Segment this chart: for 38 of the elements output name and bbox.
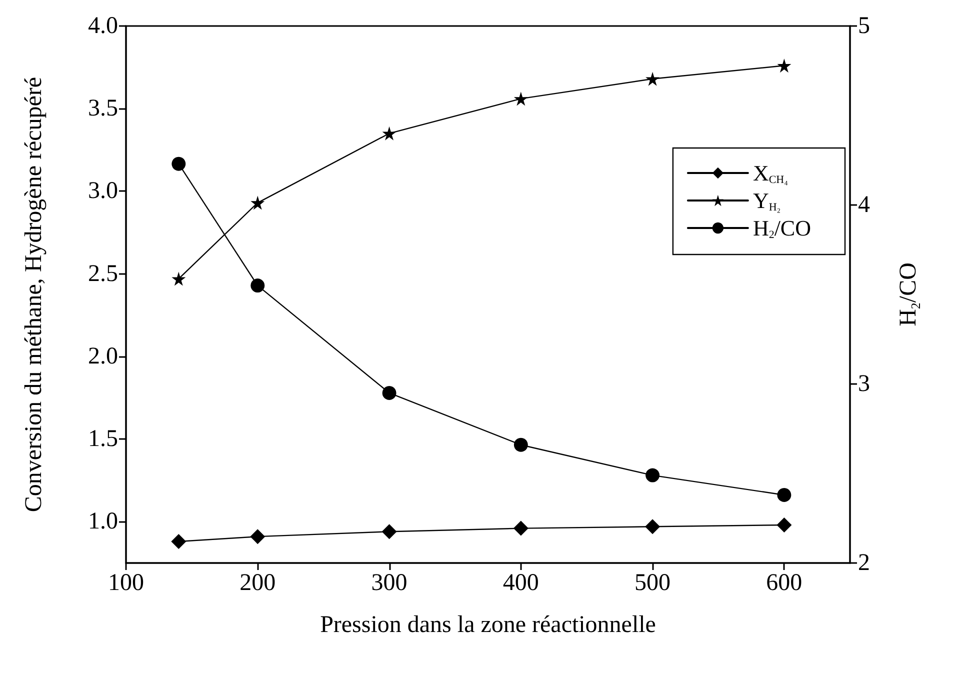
point: [172, 272, 186, 286]
y-tick-label: 4.0: [88, 13, 118, 39]
y-tick-label: 3.0: [88, 178, 118, 204]
y2-tick-label: 5: [858, 13, 870, 39]
y-tick-label: 2.0: [88, 343, 118, 370]
point: [250, 278, 265, 293]
point: [645, 519, 660, 534]
point: [250, 196, 265, 210]
point: [514, 438, 528, 452]
point: [382, 126, 396, 140]
point: [382, 386, 396, 400]
point: [513, 520, 528, 536]
point: [382, 524, 397, 540]
x-axis-title: Pression dans la zone réactionnelle: [320, 612, 656, 638]
point: [171, 534, 186, 550]
x-tick-label: 100: [108, 570, 144, 596]
point: [172, 156, 186, 171]
y-tick-label: 3.5: [88, 96, 118, 122]
point: [776, 517, 792, 532]
y-tick-label: 1.5: [88, 426, 118, 452]
x-tick-label: 300: [371, 570, 408, 596]
point: [646, 468, 660, 482]
x-tick-label: 200: [240, 570, 276, 596]
y2-tick-label: 4: [858, 192, 870, 218]
point: [646, 72, 660, 86]
point: [777, 488, 792, 502]
y-tick-label: 1.0: [88, 508, 118, 535]
point: [250, 529, 266, 544]
y-tick-label: 2.5: [88, 260, 118, 287]
x-tick-label: 500: [634, 570, 671, 596]
y-axis-title: Conversion du méthane, Hydrogène récupéré: [21, 76, 47, 512]
x-tick-label: 600: [766, 570, 802, 596]
point: [514, 92, 528, 106]
y2-tick-label: 2: [858, 550, 870, 576]
point: [777, 58, 792, 73]
y2-axis-title: H2/CO: [896, 262, 923, 326]
x-tick-label: 400: [502, 570, 539, 596]
y2-tick-label: 3: [858, 371, 870, 397]
